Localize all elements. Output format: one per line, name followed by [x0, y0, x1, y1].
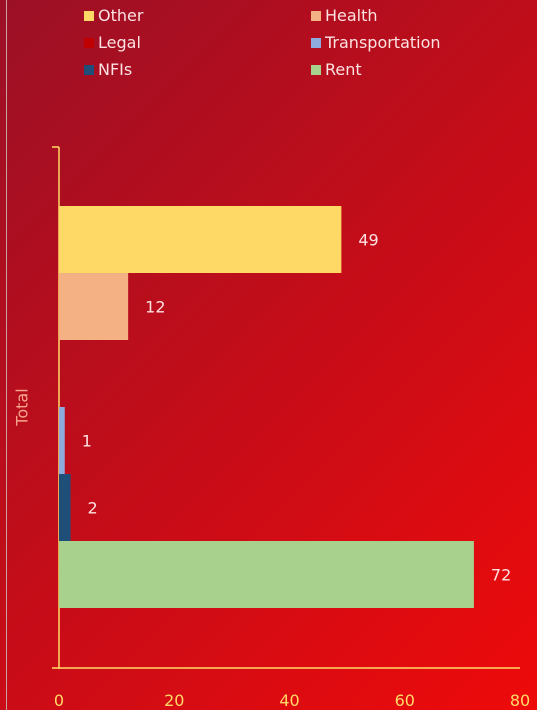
bar-other: [59, 206, 342, 273]
x-tick-label: 60: [395, 691, 415, 710]
legend-swatch-nfis: [84, 64, 94, 75]
bar-rent: [59, 541, 474, 608]
legend-label-rent: Rent: [325, 60, 362, 79]
x-tick-label: 20: [164, 691, 184, 710]
legend-item-legal: Legal: [84, 33, 141, 52]
bar-transportation: [59, 407, 65, 474]
data-label-nfis: 2: [88, 499, 98, 518]
legend-item-transportation: Transportation: [311, 33, 441, 52]
legend-swatch-other: [84, 10, 94, 21]
data-label-health: 12: [145, 298, 165, 317]
frame-border-left: [6, 0, 7, 710]
legend-label-health: Health: [325, 6, 378, 25]
legend-swatch-health: [311, 10, 321, 21]
legend-item-other: Other: [84, 6, 143, 25]
x-tick-label: 0: [54, 691, 64, 710]
legend-swatch-transportation: [311, 37, 321, 48]
x-tick-label: 80: [510, 691, 530, 710]
legend-item-nfis: NFIs: [84, 60, 132, 79]
bar-nfis: [59, 474, 71, 541]
legend-label-transportation: Transportation: [325, 33, 441, 52]
data-label-rent: 72: [491, 566, 511, 585]
data-label-transportation: 1: [82, 432, 92, 451]
legend-label-other: Other: [98, 6, 144, 25]
bar-health: [59, 273, 129, 340]
legend-swatch-rent: [311, 64, 321, 75]
legend-item-rent: Rent: [311, 60, 362, 79]
x-tick-label: 40: [279, 691, 299, 710]
legend-label-legal: Legal: [98, 33, 141, 52]
legend-item-health: Health: [311, 6, 378, 25]
legend-swatch-legal: [84, 37, 94, 48]
legend-label-nfis: NFIs: [98, 60, 133, 79]
data-label-other: 49: [358, 231, 378, 250]
